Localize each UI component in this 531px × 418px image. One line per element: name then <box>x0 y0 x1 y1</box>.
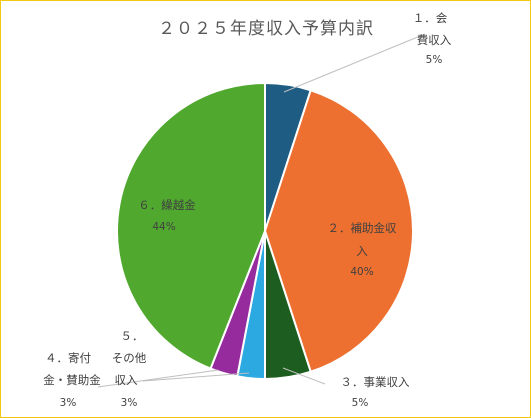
slice-label-6-line-1: ６．繰越金 <box>138 198 196 212</box>
slice-percent-3: 5% <box>352 397 369 409</box>
slice-percent-5: 3% <box>60 397 77 409</box>
slice-percent-1: 5% <box>426 54 443 66</box>
slice-label-4-line-1: ５． <box>121 329 144 343</box>
chart-title: ２０２５年度収入予算内訳 <box>158 19 374 39</box>
leader-line-3 <box>282 367 326 385</box>
slice-label-4-line-3: 収入 <box>115 373 138 387</box>
pie-slice-2 <box>263 88 414 374</box>
slice-percent-4: 3% <box>121 397 138 409</box>
slice-label-2-line-2: 入 <box>356 244 368 258</box>
leader-line-5 <box>97 369 219 388</box>
leader-line-1 <box>283 33 426 93</box>
slice-label-1-line-1: １．会 <box>413 11 448 25</box>
slice-label-3-line-1: ３．事業収入 <box>341 375 410 389</box>
slice-label-5-line-1: ４．寄付 <box>45 351 91 365</box>
slice-percent-6: 44% <box>152 221 175 233</box>
slice-label-1-line-2: 費収入 <box>417 33 452 47</box>
pie-slice-6 <box>116 81 266 370</box>
slice-percent-2: 40% <box>350 266 373 278</box>
leader-lines <box>97 33 426 388</box>
pie-slices <box>116 81 414 381</box>
slice-label-4-line-2: その他 <box>112 351 147 365</box>
slice-label-2-line-1: ２．補助金収 <box>328 221 397 235</box>
slice-label-5-line-2: 金・賛助金 <box>43 373 101 387</box>
leader-line-4 <box>142 372 250 382</box>
